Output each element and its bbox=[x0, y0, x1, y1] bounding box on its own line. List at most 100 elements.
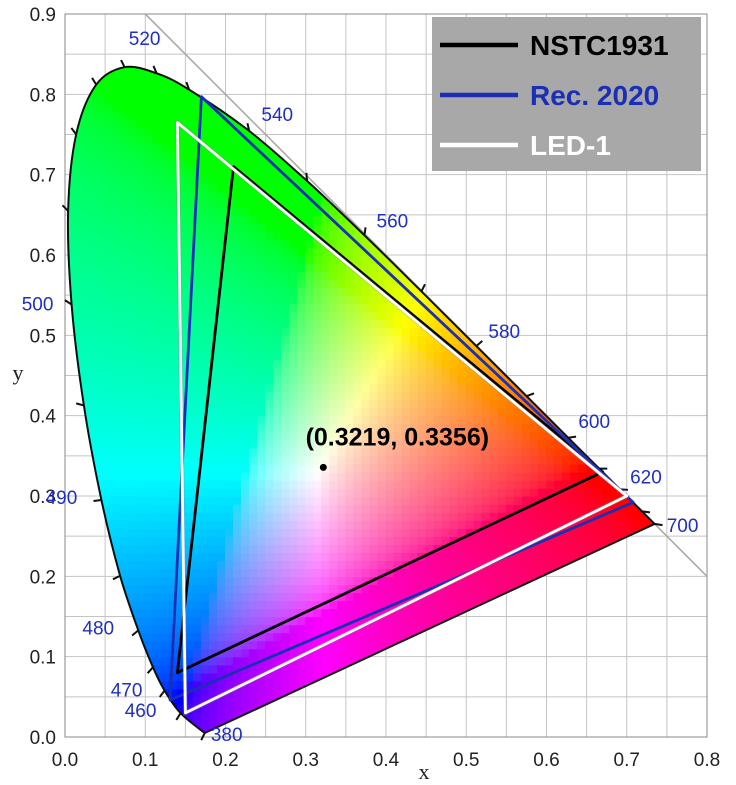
gradient-cell bbox=[369, 142, 379, 152]
gradient-cell bbox=[425, 334, 435, 345]
gradient-cell bbox=[67, 77, 74, 87]
gradient-cell bbox=[104, 246, 114, 256]
gradient-cell bbox=[136, 342, 146, 353]
gradient-cell bbox=[120, 85, 130, 96]
gradient-cell bbox=[481, 640, 492, 650]
gradient-cell bbox=[289, 599, 299, 610]
gradient-cell bbox=[457, 624, 467, 634]
gradient-cell bbox=[337, 463, 347, 473]
gradient-cell bbox=[273, 399, 283, 409]
gradient-cell bbox=[136, 479, 146, 489]
gradient-cell bbox=[120, 479, 130, 489]
gradient-cell bbox=[184, 607, 195, 618]
gradient-cell bbox=[104, 447, 114, 457]
gradient-cell bbox=[513, 672, 524, 682]
gradient-cell bbox=[225, 125, 235, 136]
gradient-cell bbox=[377, 101, 387, 112]
gradient-cell bbox=[249, 648, 259, 658]
gradient-cell bbox=[160, 302, 171, 312]
gradient-cell bbox=[216, 599, 227, 610]
gradient-cell bbox=[337, 326, 347, 337]
gradient-cell bbox=[313, 318, 323, 328]
gradient-cell bbox=[329, 214, 339, 224]
gradient-cell bbox=[377, 270, 387, 280]
gradient-cell bbox=[192, 334, 203, 345]
gradient-cell bbox=[208, 366, 219, 377]
gradient-cell bbox=[393, 607, 403, 618]
gradient-cell bbox=[120, 109, 130, 120]
gradient-cell bbox=[160, 134, 171, 144]
gradient-cell bbox=[233, 495, 243, 505]
gradient-cell bbox=[361, 527, 371, 537]
gradient-cell bbox=[96, 246, 106, 256]
gradient-cell bbox=[120, 286, 130, 296]
gradient-cell bbox=[160, 214, 171, 224]
gradient-cell bbox=[489, 704, 500, 714]
gradient-cell bbox=[225, 624, 235, 634]
gradient-cell bbox=[505, 471, 516, 481]
gradient-cell bbox=[385, 158, 395, 168]
gradient-cell bbox=[216, 366, 227, 377]
gradient-cell bbox=[313, 696, 323, 706]
gradient-cell bbox=[168, 158, 179, 168]
gradient-cell bbox=[144, 503, 154, 513]
gradient-cell bbox=[513, 471, 524, 481]
gradient-cell bbox=[441, 471, 451, 481]
gradient-cell bbox=[216, 479, 227, 489]
gradient-cell bbox=[449, 334, 459, 345]
gradient-cell bbox=[136, 182, 146, 192]
gradient-cell bbox=[144, 158, 154, 168]
gradient-cell bbox=[433, 575, 443, 586]
gradient-cell bbox=[67, 326, 74, 337]
gradient-cell bbox=[297, 407, 307, 417]
gradient-cell bbox=[369, 551, 379, 561]
gradient-cell bbox=[208, 399, 219, 409]
gradient-cell bbox=[433, 447, 443, 457]
gradient-cell bbox=[208, 720, 219, 730]
gradient-cell bbox=[168, 101, 179, 112]
gradient-cell bbox=[168, 680, 179, 690]
gradient-cell bbox=[144, 69, 154, 79]
gradient-cell bbox=[176, 720, 187, 730]
gradient-cell bbox=[409, 254, 419, 264]
gradient-cell bbox=[176, 302, 187, 312]
gradient-cell bbox=[513, 463, 524, 473]
gradient-cell bbox=[241, 672, 251, 682]
gradient-cell bbox=[377, 559, 387, 569]
gradient-cell bbox=[72, 190, 82, 200]
gradient-cell bbox=[297, 85, 307, 96]
gradient-cell bbox=[465, 375, 475, 385]
gradient-cell bbox=[241, 246, 251, 256]
gradient-cell bbox=[337, 479, 347, 489]
gradient-cell bbox=[136, 543, 146, 553]
gradient-cell bbox=[337, 423, 347, 433]
gradient-cell bbox=[120, 174, 130, 184]
gradient-cell bbox=[144, 728, 154, 734]
gradient-cell bbox=[521, 672, 532, 682]
gradient-cell bbox=[313, 342, 323, 353]
gradient-cell bbox=[441, 495, 451, 505]
gradient-cell bbox=[184, 375, 195, 385]
gradient-cell bbox=[361, 696, 371, 706]
gradient-cell bbox=[521, 487, 532, 497]
gradient-cell bbox=[305, 278, 315, 288]
gradient-cell bbox=[67, 246, 74, 256]
gradient-cell bbox=[513, 431, 524, 441]
gradient-cell bbox=[337, 85, 347, 96]
gradient-cell bbox=[337, 672, 347, 682]
gradient-cell bbox=[521, 591, 532, 602]
gradient-cell bbox=[112, 455, 122, 465]
gradient-cell bbox=[200, 487, 211, 497]
gradient-cell bbox=[473, 624, 483, 634]
gradient-cell bbox=[345, 463, 355, 473]
gradient-cell bbox=[72, 302, 82, 312]
gradient-cell bbox=[521, 366, 532, 377]
gradient-cell bbox=[305, 423, 315, 433]
gradient-cell bbox=[337, 391, 347, 401]
gradient-cell bbox=[104, 326, 114, 337]
gradient-cell bbox=[353, 326, 363, 337]
gradient-cell bbox=[425, 423, 435, 433]
gradient-cell bbox=[329, 487, 339, 497]
gradient-cell bbox=[489, 463, 500, 473]
gradient-cell bbox=[521, 535, 532, 545]
